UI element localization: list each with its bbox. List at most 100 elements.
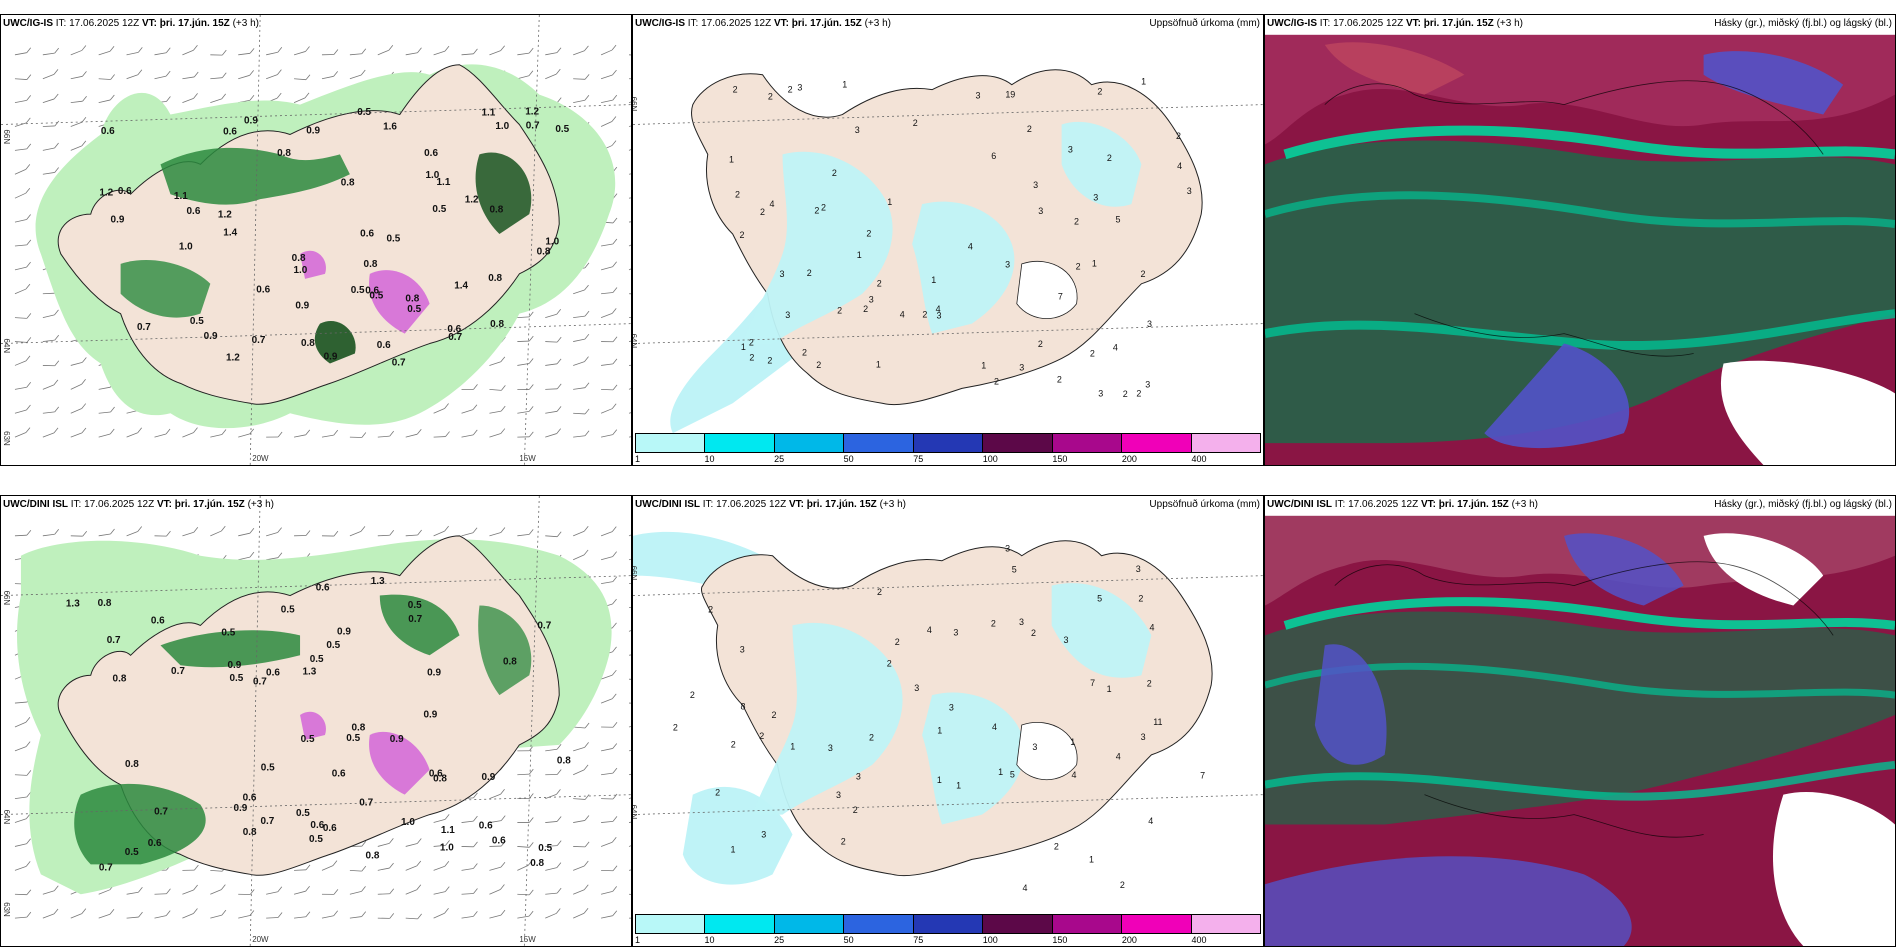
wind-barb-flag (612, 622, 617, 629)
accum-value-label: 3 (1187, 186, 1192, 196)
wind-barb-flag (25, 187, 31, 194)
wind-barb-flag (556, 358, 562, 365)
accum-value-label: 1 (1092, 258, 1097, 268)
wind-barb-flag (26, 47, 32, 53)
wind-barb (126, 891, 139, 895)
accum-value-label: 4 (927, 625, 932, 635)
wind-barb-flag (556, 769, 562, 775)
accum-value-label: 2 (768, 91, 773, 101)
wind-barb-flag (556, 97, 562, 103)
colorbar-tick-label: 10 (704, 454, 715, 464)
wind-barb (600, 49, 613, 56)
wind-barb (42, 411, 55, 414)
wind-barb (489, 866, 502, 871)
wind-barb-flag (612, 816, 618, 822)
precip-value-label: 0.6 (377, 340, 391, 351)
wind-barb-flag (584, 841, 590, 848)
wind-barb-flag (221, 909, 227, 916)
precip-value-label: 0.9 (324, 352, 338, 363)
wind-barb (98, 50, 111, 56)
precip-value-label: 0.6 (447, 324, 461, 335)
precip-value-label: 0.7 (154, 806, 168, 817)
precip-value-label: 0.5 (408, 600, 422, 611)
precip-value-label: 1.2 (226, 352, 240, 363)
wind-barb-flag (361, 432, 367, 438)
wind-barb (70, 408, 82, 414)
accum-value-label: 1 (1089, 854, 1094, 864)
precip-value-label: 0.9 (423, 710, 437, 721)
wind-barb (601, 243, 613, 247)
accum-value-label: 1 (998, 767, 1003, 777)
precip-value-label: 1.1 (481, 108, 495, 119)
colorbar-segment (1191, 915, 1260, 933)
wind-barb-flag (612, 358, 618, 365)
panel-header: UWC/IG-IS IT: 17.06.2025 12Z VT: þri. 17… (635, 18, 891, 29)
colorbar-segment (983, 434, 1053, 452)
wind-barb-flag (26, 313, 32, 319)
wind-barb-flag (445, 840, 450, 846)
wind-barb-flag (612, 261, 617, 268)
wind-barb (14, 288, 27, 295)
accum-value-label: 3 (1038, 206, 1043, 216)
wind-barb-flag (416, 838, 422, 844)
wind-barb-flag (81, 45, 87, 51)
wind-barb (182, 913, 194, 919)
colorbar-segment (705, 434, 775, 452)
wind-barb-flag (277, 552, 283, 558)
precip-value-label: 0.7 (253, 676, 267, 687)
precip-value-label: 0.6 (118, 186, 132, 197)
colorbar-segment (636, 434, 706, 452)
wind-barb (573, 912, 585, 919)
wind-barb (42, 384, 55, 390)
wind-barb (545, 821, 558, 823)
accum-value-label: 1 (931, 275, 936, 285)
accum-value-label: 1 (1141, 77, 1146, 87)
wind-barb (377, 842, 390, 847)
accum-value-label: 2 (1176, 131, 1181, 141)
wind-barb-flag (612, 429, 618, 435)
wind-barb-flag (249, 70, 255, 76)
wind-barb (600, 674, 613, 680)
precip-value-label: 0.9 (306, 126, 320, 137)
accum-value-label: 2 (1074, 216, 1079, 226)
accum-value-label: 1 (887, 197, 892, 207)
wind-barb-flag (138, 911, 143, 918)
wind-barb-flag (612, 669, 617, 676)
wind-barb-flag (193, 527, 199, 533)
wind-barb (573, 289, 585, 295)
precip-value-label: 1.3 (66, 599, 80, 610)
wind-barb (377, 893, 390, 895)
colorbar-segment (774, 915, 845, 933)
accum-precip-panel-row1: UWC/IG-IS IT: 17.06.2025 12Z VT: þri. 17… (632, 14, 1264, 466)
precip-value-label: 0.8 (341, 178, 355, 189)
accum-value-label: 2 (1057, 375, 1062, 385)
accum-value-label: 4 (1116, 752, 1121, 762)
wind-barb (14, 148, 27, 151)
accum-value-label: 3 (976, 91, 981, 101)
wind-barb-flag (612, 94, 618, 101)
wind-barb (461, 532, 474, 537)
precip-value-label: 1.0 (293, 265, 307, 276)
precip-value-label: 0.6 (266, 668, 280, 679)
precip-value-label: 0.5 (369, 290, 383, 301)
accum-value-label: 8 (740, 701, 745, 711)
precip-value-label: 0.8 (366, 850, 380, 861)
wind-barb (182, 889, 194, 895)
wind-barb-flag (528, 406, 534, 412)
wind-barb (42, 890, 55, 895)
precip-value-label: 0.6 (310, 820, 324, 831)
wind-barb-flag (221, 72, 227, 78)
wind-barb (628, 558, 631, 561)
accum-value-label: 1 (956, 781, 961, 791)
wind-barb-flag (82, 530, 88, 537)
colorbar-segment (1052, 915, 1123, 933)
panel-header: UWC/IG-IS IT: 17.06.2025 12Z VT: þri. 17… (3, 18, 259, 29)
wind-barb-flag (53, 427, 59, 434)
accum-value-label: 2 (853, 805, 858, 815)
wind-barb (461, 893, 474, 895)
wind-barb-flag (389, 838, 394, 844)
wind-barb-flag (473, 815, 478, 822)
wind-barb-flag (54, 142, 59, 149)
colorbar-tick-label: 50 (843, 454, 854, 464)
